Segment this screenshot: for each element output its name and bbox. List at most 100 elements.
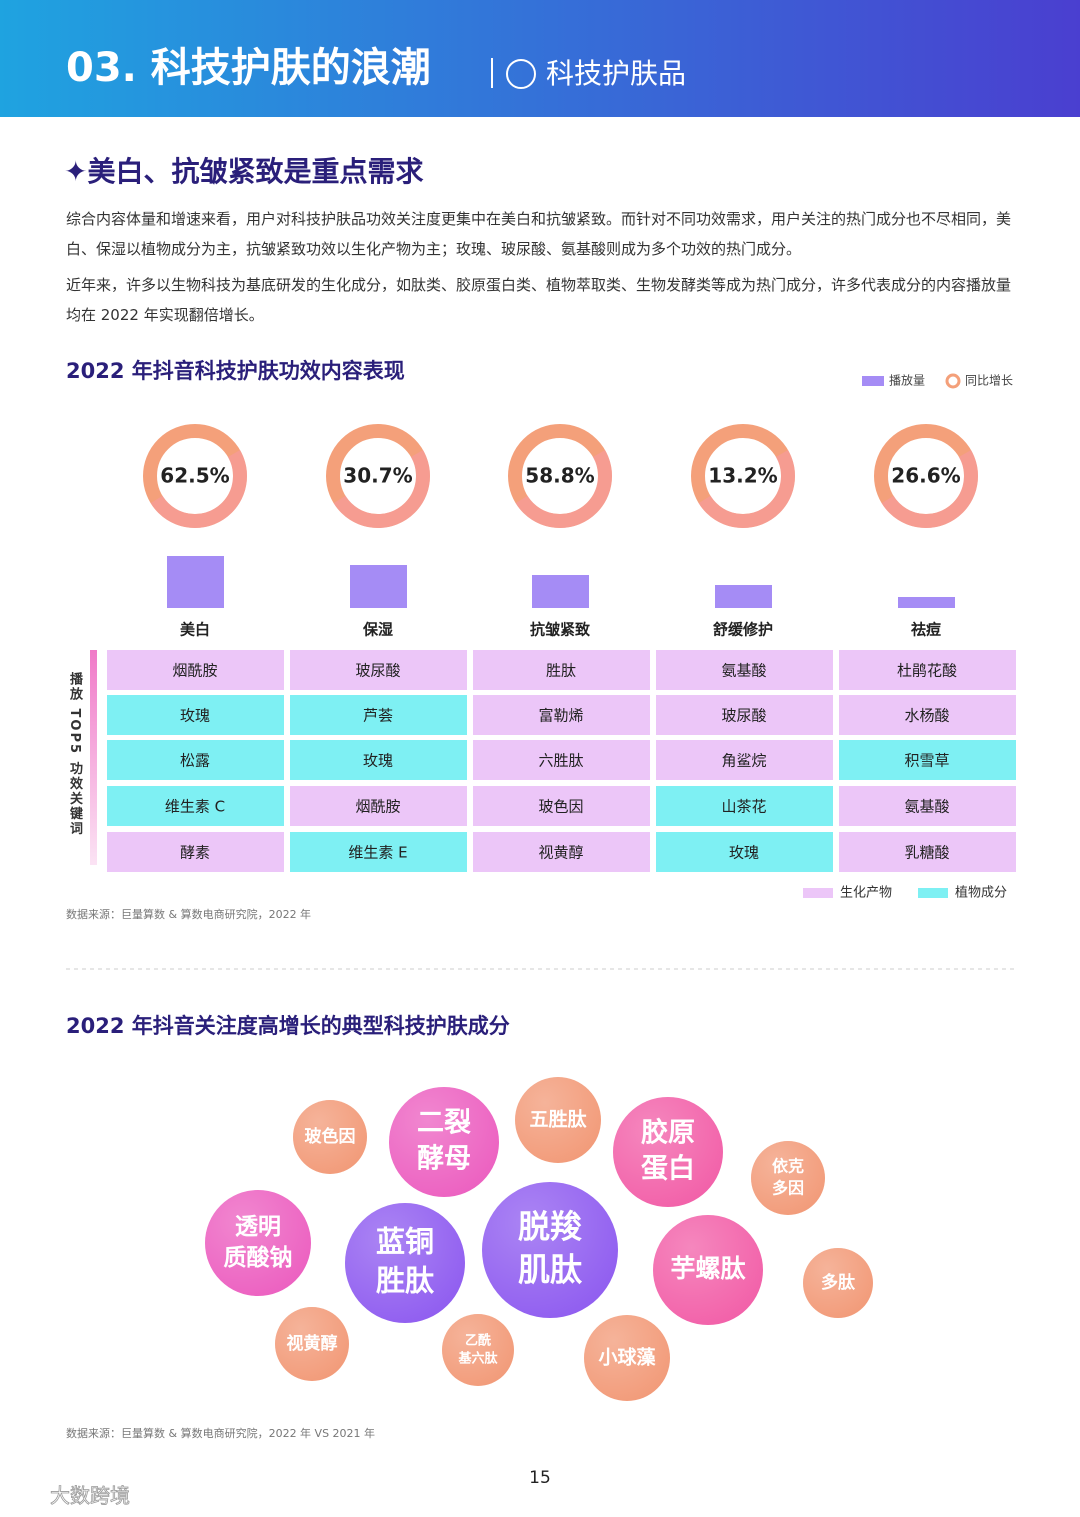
bubble-shine	[803, 1248, 873, 1318]
source-note: 数据来源：巨量算数 & 算数电商研究院，2022 年 VS 2021 年	[66, 1426, 375, 1440]
table-cell	[839, 650, 1016, 690]
growth-ring-accent	[691, 424, 795, 528]
table-cell	[290, 695, 467, 735]
table-cell	[290, 832, 467, 872]
x-tick-label: 祛痘	[911, 621, 941, 639]
legend-swatch	[803, 888, 833, 898]
cell-label: 积雪草	[904, 752, 949, 770]
table-cell	[656, 740, 833, 780]
section-title: ✦美白、抗皱紧致是重点需求	[64, 155, 423, 188]
cell-label: 维生素 C	[165, 798, 225, 816]
bubble-label: 五胜肽	[529, 1108, 587, 1131]
header-icon	[506, 59, 536, 89]
bubble-shine	[653, 1215, 763, 1325]
bubble-shine	[275, 1307, 349, 1381]
cell-label: 杜鹃花酸	[897, 662, 957, 680]
bubble-shine	[482, 1182, 618, 1318]
table-cell	[656, 650, 833, 690]
x-tick-label: 保湿	[362, 621, 393, 639]
bubble-label: 酵母	[417, 1144, 471, 1175]
cell-label: 玻尿酸	[355, 662, 400, 680]
bubble-label: 蓝铜	[376, 1224, 434, 1258]
bubble-label: 二裂	[417, 1107, 471, 1138]
growth-ring-accent	[874, 424, 978, 528]
legend-label: 同比增长	[965, 374, 1013, 388]
bubble-label: 小球藻	[598, 1346, 656, 1369]
row-header: 播放 TOP5 功效关键词	[67, 672, 82, 837]
x-tick-label: 美白	[180, 621, 210, 639]
bubble-label: 胜肽	[376, 1264, 435, 1298]
cell-label: 烟酰胺	[355, 798, 400, 816]
legend-swatch	[945, 373, 961, 389]
cell-label: 乳糖酸	[904, 844, 949, 862]
legend-label: 植物成分	[955, 886, 1007, 901]
table-cell	[107, 832, 284, 872]
cell-label: 玫瑰	[363, 752, 393, 770]
table-cell	[107, 786, 284, 826]
table-cell	[839, 695, 1016, 735]
cell-label: 视黄醇	[538, 844, 583, 862]
table-cell	[290, 786, 467, 826]
table-cell	[473, 786, 650, 826]
data-label: 62.5%	[160, 464, 229, 488]
legend-label: 生化产物	[840, 886, 892, 901]
table-cell	[839, 832, 1016, 872]
table-cell	[473, 832, 650, 872]
bubble-label: 依克	[772, 1157, 804, 1176]
bubble-shine	[584, 1315, 670, 1401]
bubble-shine	[205, 1190, 311, 1296]
data-label: 30.7%	[343, 464, 412, 488]
bubble-label: 玻色因	[305, 1126, 356, 1147]
bubble-shine	[389, 1087, 499, 1197]
cell-label: 玫瑰	[729, 844, 759, 862]
table-cell	[290, 650, 467, 690]
bubble-shine	[293, 1100, 367, 1174]
bubble-shine	[442, 1314, 514, 1386]
table-cell	[839, 740, 1016, 780]
bubble-label: 多肽	[821, 1272, 856, 1293]
cell-label: 玻色因	[538, 798, 583, 816]
bubble-label: 透明	[235, 1214, 281, 1240]
table-cell	[473, 740, 650, 780]
bubble-label: 质酸钠	[224, 1245, 293, 1271]
bar	[167, 556, 224, 608]
cell-label: 氨基酸	[904, 798, 949, 816]
bubble-label: 蛋白	[641, 1153, 695, 1185]
source-note: 数据来源：巨量算数 & 算数电商研究院，2022 年	[66, 907, 311, 921]
bubble-label: 芋螺肽	[670, 1254, 746, 1283]
bubble-label: 多因	[772, 1178, 804, 1197]
bar	[532, 575, 589, 608]
table-cell	[107, 695, 284, 735]
bar	[898, 597, 955, 608]
row-header-bar	[90, 650, 97, 865]
table-cell	[290, 740, 467, 780]
chart-title: 2022 年抖音科技护肤功效内容表现	[66, 359, 405, 383]
cell-label: 玫瑰	[180, 707, 210, 725]
cell-label: 维生素 E	[348, 844, 407, 862]
cell-label: 酵素	[180, 844, 210, 862]
cell-label: 山茶花	[721, 798, 766, 816]
cell-label: 烟酰胺	[172, 662, 217, 680]
legend-label: 播放量	[889, 373, 925, 388]
cell-label: 角鲨烷	[721, 752, 766, 770]
bubble-label: 乙酰	[465, 1333, 491, 1349]
bar	[715, 585, 772, 608]
table-cell	[656, 786, 833, 826]
bubble-label: 脱羧	[518, 1207, 582, 1245]
table-cell	[473, 695, 650, 735]
table-cell	[656, 832, 833, 872]
bubble-label: 视黄醇	[287, 1333, 338, 1354]
cell-label: 富勒烯	[538, 707, 583, 725]
header-title: 03. 科技护肤的浪潮	[66, 45, 431, 91]
legend-swatch	[918, 888, 948, 898]
cell-label: 松露	[180, 752, 210, 770]
table-cell	[656, 695, 833, 735]
data-label: 13.2%	[708, 464, 777, 488]
bar	[350, 565, 407, 608]
table-cell	[473, 650, 650, 690]
bubble-shine	[345, 1203, 465, 1323]
table-cell	[839, 786, 1016, 826]
growth-ring-accent	[508, 424, 612, 528]
bubble-shine	[515, 1077, 601, 1163]
